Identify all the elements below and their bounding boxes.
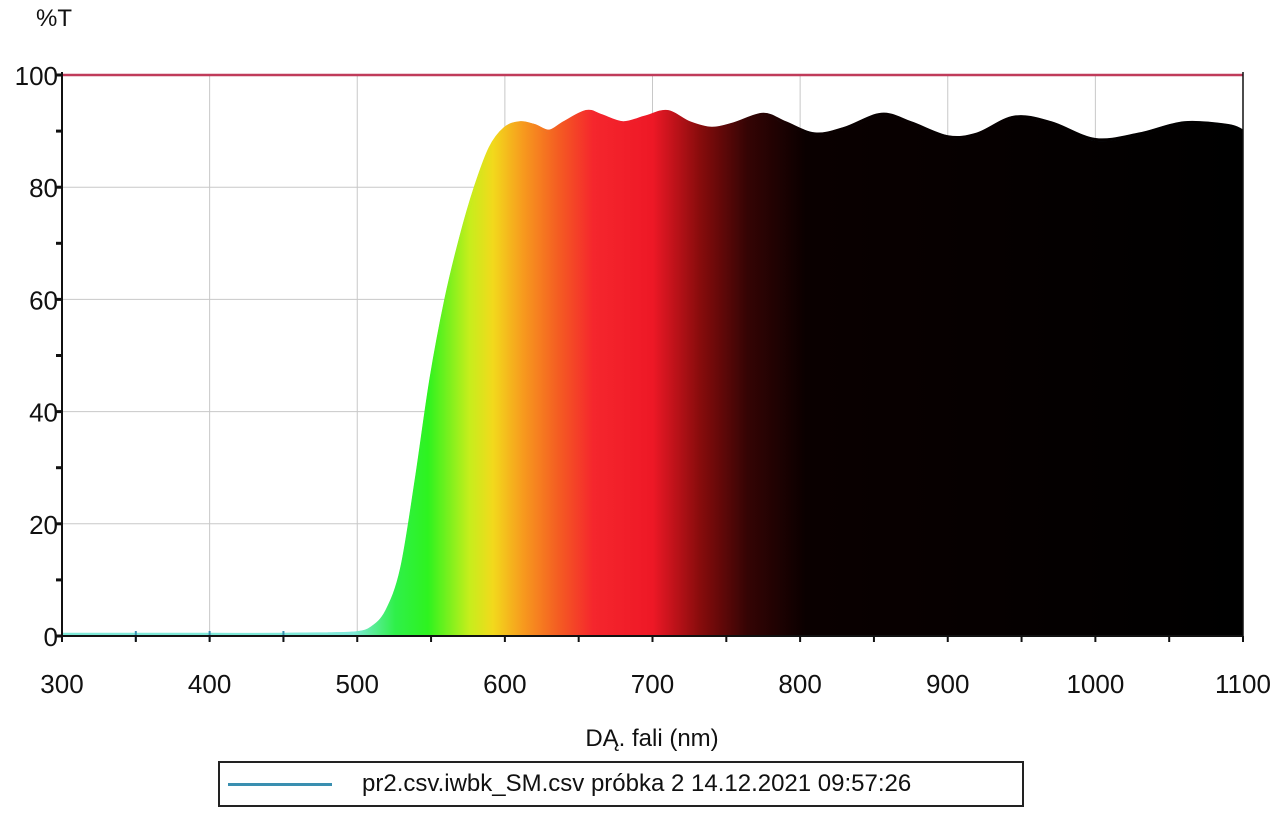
- x-tick-label-6: 900: [926, 669, 969, 699]
- x-tick-label-4: 700: [631, 669, 674, 699]
- x-tick-label-8: 1100: [1215, 669, 1271, 699]
- x-tick-labels: 300 400 500 600 700 800 900 1000 1100: [40, 669, 1271, 699]
- x-tick-label-7: 1000: [1066, 669, 1124, 699]
- x-tick-label-5: 800: [778, 669, 821, 699]
- x-tick-label-0: 300: [40, 669, 83, 699]
- spectrum-area-layer: [61, 73, 1244, 641]
- legend-swatch: [228, 783, 332, 786]
- y-axis-title: %T: [36, 5, 72, 32]
- series-line-overlay: [61, 109, 1244, 636]
- y-tick-label-3: 60: [29, 285, 58, 315]
- y-tick-label-4: 80: [29, 173, 58, 203]
- y-tick-labels: 0 20 40 60 80 100: [15, 61, 58, 652]
- x-tick-label-1: 400: [188, 669, 231, 699]
- y-tick-label-5: 100: [15, 61, 58, 91]
- axes: [56, 72, 1244, 642]
- spectrum-area: [62, 111, 1243, 636]
- y-tick-label-0: 0: [44, 622, 58, 652]
- x-tick-label-3: 600: [483, 669, 526, 699]
- legend-label: pr2.csv.iwbk_SM.csv próbka 2 14.12.2021 …: [362, 770, 912, 797]
- x-tick-label-2: 500: [336, 669, 379, 699]
- legend: pr2.csv.iwbk_SM.csv próbka 2 14.12.2021 …: [218, 761, 1024, 807]
- x-axis-title: DĄ. fali (nm): [585, 725, 718, 752]
- y-tick-label-2: 40: [29, 398, 58, 428]
- y-tick-label-1: 20: [29, 510, 58, 540]
